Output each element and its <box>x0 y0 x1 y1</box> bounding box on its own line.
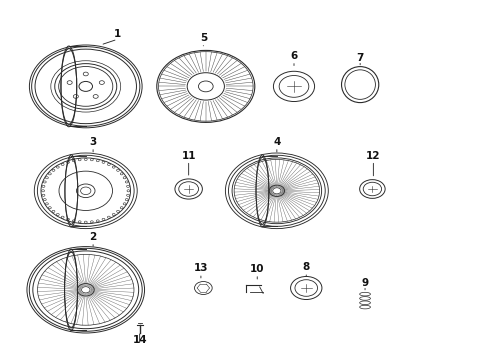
Text: 11: 11 <box>181 150 196 161</box>
Text: 2: 2 <box>90 232 97 242</box>
Text: 7: 7 <box>356 53 364 63</box>
Text: 12: 12 <box>366 150 381 161</box>
Text: 1: 1 <box>114 29 121 39</box>
Text: 5: 5 <box>200 33 207 43</box>
Text: 10: 10 <box>250 264 265 274</box>
Text: 13: 13 <box>194 263 208 273</box>
Text: 14: 14 <box>132 335 147 345</box>
Text: 8: 8 <box>303 262 310 272</box>
Text: 4: 4 <box>273 137 281 147</box>
Text: 9: 9 <box>362 278 368 288</box>
Text: 6: 6 <box>291 51 297 61</box>
Text: 3: 3 <box>90 137 97 147</box>
